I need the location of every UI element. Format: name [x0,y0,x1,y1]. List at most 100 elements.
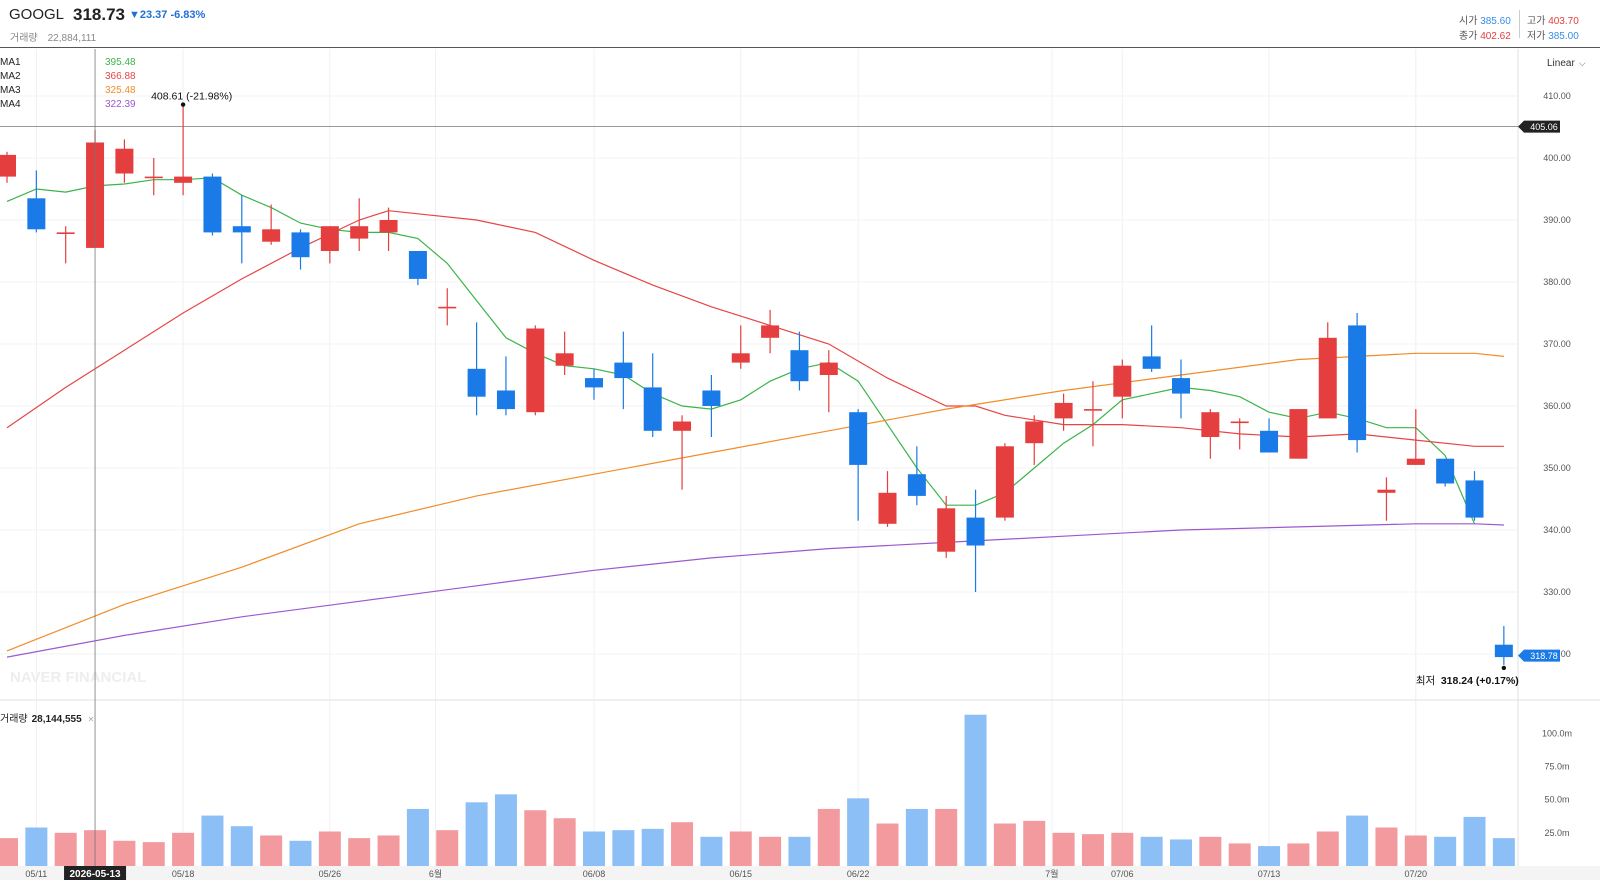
candle-body [585,378,603,388]
low-annotation-label: 최저 [1416,675,1435,687]
open-value: 385.60 [1480,16,1511,27]
volume-bar [348,838,371,866]
volume-bar [1140,836,1163,866]
candle-body [115,148,134,174]
volume-bar [759,836,782,866]
volume-bar [1287,843,1310,866]
date-tick-label: 05/18 [172,869,195,879]
volume-bar [729,831,752,866]
volume-tick-label: 75.0m [1544,761,1569,771]
open-label: 시가 [1459,16,1478,27]
candle-body [350,226,369,239]
last-price-badge [1518,649,1560,662]
volume-legend-value: 28,144,555 [31,714,82,725]
scale-selector[interactable]: Linear ⌵ [1547,58,1586,69]
close-value: 402.62 [1480,31,1511,42]
candle-body [1436,458,1455,484]
candle-body [643,387,662,431]
quote-header: GOOGL 318.73 ▼23.37 -6.83% 거래량 22,884,111… [0,0,1600,48]
low-price: 저가 385.00 [1527,27,1579,42]
price-tick-label: 380.00 [1543,277,1571,287]
ma-value: 325.48 [105,85,136,96]
high-price: 고가 403.70 [1527,12,1579,27]
low-marker [1501,665,1507,671]
date-tick-label: 07/20 [1405,869,1428,879]
volume-bar [1052,832,1075,866]
candle-body [1377,489,1396,493]
candle-body [1142,356,1161,369]
volume-bar [142,842,165,866]
date-tick-label: 6월 [429,868,442,879]
crosshair-date-label: 2026-05-13 [69,869,121,880]
volume-tick-label: 100.0m [1542,728,1572,738]
volume-bar [935,808,958,866]
volume-label: 거래량 [10,33,38,44]
candle-body [995,446,1014,518]
low-label: 저가 [1527,31,1546,42]
ma-value: 366.88 [105,71,136,82]
last-price-label: 318.78 [1530,651,1558,661]
candle-body [878,492,897,524]
ma-legend-row: MA2 366.88 [0,71,136,82]
high-marker [180,102,186,107]
volume-bar [847,798,870,866]
ma-legend-row: MA4 322.39 [0,99,136,110]
volume-bar [583,831,605,866]
candle-body [790,350,809,382]
date-tick-label: 05/11 [25,869,47,879]
candle-body [174,176,193,183]
price-tick-label: 350.00 [1543,463,1571,473]
ma-line [6,523,1504,658]
candle-body [496,390,515,410]
volume-bar [1316,831,1339,866]
candle-body [1054,402,1073,419]
crosshair-price-badge [1518,120,1560,133]
volume-bar [172,832,195,866]
volume-bar [641,828,664,866]
volume-bar [553,818,576,866]
volume-bar [671,822,694,866]
candle-body [1406,458,1425,465]
volume-bar [1228,843,1251,866]
x-axis-band [0,866,1600,880]
volume-legend: 거래량 28,144,555 ✕ [0,710,94,725]
price-tick-label: 410.00 [1543,91,1571,101]
price-tick-label: 360.00 [1543,401,1571,411]
ma-legend-row: MA1 395.48 [0,57,136,68]
ma-label: MA1 [0,57,21,68]
price-tick-label: 400.00 [1543,153,1571,163]
header-divider [1519,10,1520,38]
candle-body [1465,480,1484,518]
volume-bar [318,831,341,866]
candle-body [555,353,574,366]
volume-bar [0,838,18,866]
open-price: 시가 385.60 [1459,12,1511,27]
crosshair-date-badge [64,866,127,880]
ma-value: 395.48 [105,57,136,68]
volume-bar [1346,815,1369,866]
candle-body [438,306,457,309]
candle-body [291,232,310,258]
candle-body [731,353,750,363]
volume-bar [964,714,987,866]
price-tick-label: 340.00 [1543,525,1571,535]
candle-body [702,390,721,406]
volume-bar [905,808,928,866]
volume-bar [377,835,400,866]
candle-body [1201,412,1220,437]
ma-line [6,352,1504,652]
date-tick-label: 07/06 [1111,869,1134,879]
candle-body [1025,421,1044,444]
volume-bar [54,832,77,866]
ma-label: MA3 [0,85,21,96]
candle-body [262,229,281,242]
candle-body [1494,644,1513,658]
date-tick-label: 7월 [1045,868,1058,879]
ticker-symbol: GOOGL [9,6,65,23]
volume-bar [700,836,723,866]
close-price: 종가 402.62 [1459,27,1511,42]
candle-body [467,368,486,397]
candle-body [1113,365,1132,397]
close-icon[interactable]: ✕ [87,715,95,724]
